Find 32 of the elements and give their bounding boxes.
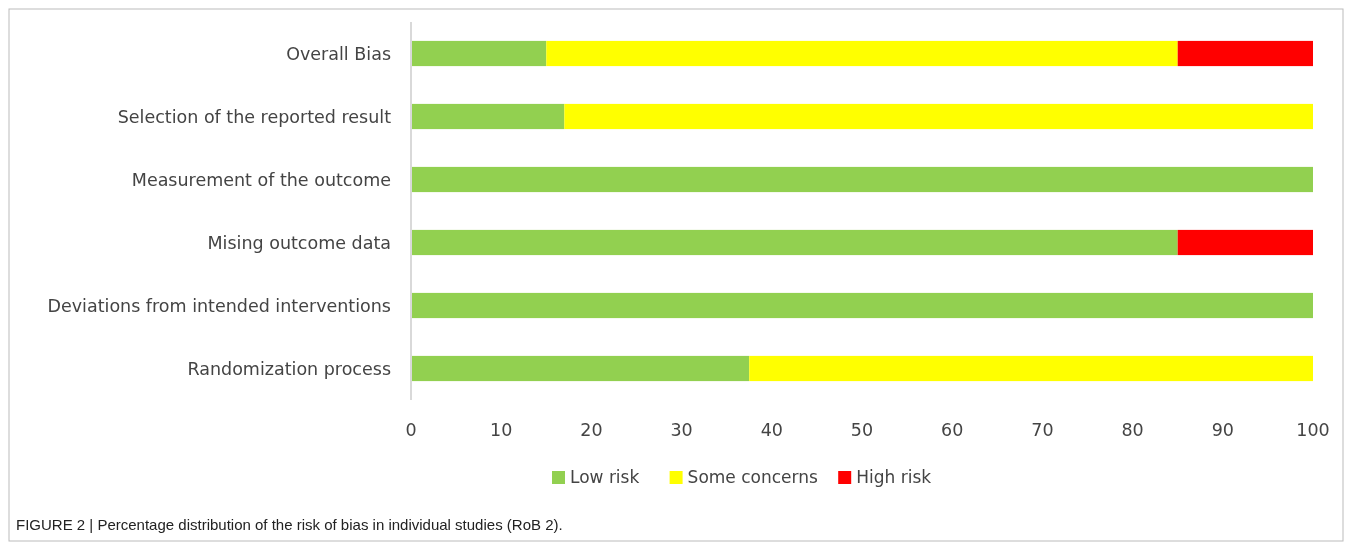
x-tick-label: 40 <box>760 420 783 440</box>
bar <box>564 103 1313 130</box>
bar <box>411 40 547 67</box>
bar <box>1177 40 1313 67</box>
bar <box>411 103 565 130</box>
y-tick-label: Randomization process <box>187 358 391 379</box>
caption: FIGURE 2 | Percentage distribution of the risk of bias in individual studies (RoB 2). <box>16 516 563 533</box>
x-tick-label: 10 <box>490 420 513 440</box>
x-tick-label: 50 <box>850 420 874 440</box>
bar <box>411 166 1313 193</box>
legend-label: Some concerns <box>687 467 819 487</box>
bar <box>411 355 750 382</box>
bar <box>749 355 1313 382</box>
legend-label: Low risk <box>570 467 640 487</box>
y-tick-label: Overall Bias <box>286 43 391 64</box>
legend-label: High risk <box>856 467 932 487</box>
y-tick-label: Measurement of the outcome <box>131 169 391 190</box>
bar <box>546 40 1178 67</box>
y-tick-label: Selection of the reported result <box>117 106 392 127</box>
bar <box>411 292 1313 319</box>
x-tick-label: 70 <box>1031 420 1054 440</box>
bar <box>1177 229 1313 256</box>
x-tick-label: 0 <box>405 420 417 440</box>
bar <box>411 229 1178 256</box>
x-tick-label: 90 <box>1211 420 1234 440</box>
x-tick-label: 60 <box>941 420 964 440</box>
y-tick-label: Mising outcome data <box>207 232 391 253</box>
y-tick-label: Deviations from intended interventions <box>47 295 391 316</box>
x-tick-label: 20 <box>580 420 603 440</box>
x-tick-label: 80 <box>1121 420 1144 440</box>
x-tick-label: 30 <box>670 420 693 440</box>
x-tick-label: 100 <box>1296 420 1330 440</box>
